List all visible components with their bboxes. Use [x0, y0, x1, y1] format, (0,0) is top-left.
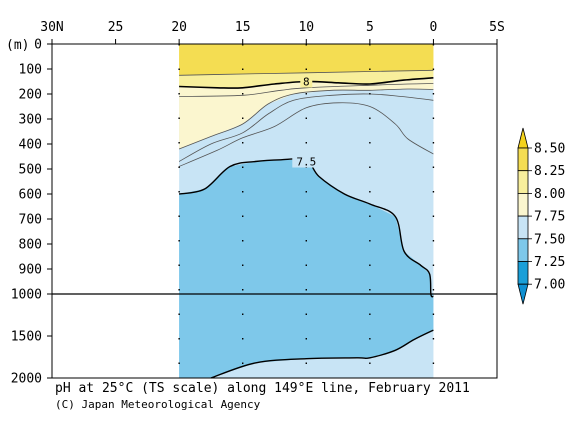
colorbar-segment	[517, 261, 529, 285]
plot-frame	[51, 43, 498, 379]
y-tick-label: 800	[19, 238, 42, 253]
colorbar-label: 7.75	[534, 210, 565, 225]
contour-line-c75-deep	[210, 329, 434, 379]
contour-label: 8	[303, 76, 310, 89]
y-tick-label: 700	[19, 213, 42, 228]
contour-label: 7.5	[296, 156, 316, 169]
contour-line-c825	[179, 69, 434, 76]
contour-label-bg	[292, 154, 321, 168]
x-axis: 30N 25 20 15 10 5 0 5S	[40, 20, 505, 44]
colorbar-label: 8.25	[534, 164, 565, 179]
x-tick-label: 30N	[40, 20, 63, 35]
y-axis: 0 100 200 300 400 500 600 700 800 900 1000 1500 2000	[11, 38, 52, 387]
y-tick-label: 500	[19, 163, 42, 178]
y-tick-label: 400	[19, 138, 42, 153]
colorbar-label: 8.50	[534, 142, 565, 157]
y-tick-label: 0	[34, 38, 42, 53]
x-tick-label: 20	[171, 20, 187, 35]
colorbar: 7.00 7.25 7.50 7.75 8.00 8.25 8.50	[517, 127, 565, 305]
colorbar-extend-bottom	[517, 283, 529, 305]
x-tick-label: 0	[430, 20, 438, 35]
x-tick-label: 5	[366, 20, 374, 35]
contour-label-bg	[300, 74, 313, 88]
contour-label-layer: 87.5	[292, 74, 321, 169]
contour-line-c775	[178, 88, 434, 150]
x-tick-label: 25	[108, 20, 124, 35]
colorbar-extend-top	[517, 127, 529, 149]
colorbar-segment	[517, 192, 529, 217]
x-tick-label: 15	[235, 20, 251, 35]
chart-title: pH at 25°C (TS scale) along 149°E line, …	[55, 381, 470, 396]
y-tick-label: 1500	[11, 330, 42, 345]
colorbar-label: 7.00	[534, 278, 565, 293]
colorbar-segment	[517, 147, 529, 172]
contour-line-c76	[178, 102, 434, 167]
y-tick-label: 200	[19, 88, 42, 103]
plot-border	[51, 43, 498, 379]
colorbar-label: 8.00	[534, 187, 565, 202]
colorbar-label: 7.25	[534, 255, 565, 270]
contour-line-c7875	[179, 83, 434, 97]
x-tick-label: 5S	[489, 20, 505, 35]
fill-band-8-25-8-50	[179, 44, 434, 76]
y-tick-label: 100	[19, 63, 42, 78]
y-tick-label: 300	[19, 113, 42, 128]
y-tick-label: 2000	[11, 372, 42, 387]
fill-band-7-25-7-50-upper	[179, 159, 434, 297]
contour-line-c7625	[178, 93, 434, 162]
contour-line-c75	[178, 158, 434, 298]
y-tick-label: 900	[19, 263, 42, 278]
x-tick-label: 10	[298, 20, 314, 35]
credit-text: (C) Japan Meteorological Agency	[55, 398, 261, 411]
colorbar-segment	[517, 170, 529, 194]
y-axis-unit-label: (m)	[6, 38, 29, 53]
y-tick-label: 1000	[11, 288, 42, 303]
y-tick-label: 600	[19, 188, 42, 203]
contour-fill-layer	[179, 44, 434, 378]
colorbar-segment	[517, 238, 529, 262]
colorbar-segment	[517, 215, 529, 240]
colorbar-label: 7.50	[534, 232, 565, 247]
